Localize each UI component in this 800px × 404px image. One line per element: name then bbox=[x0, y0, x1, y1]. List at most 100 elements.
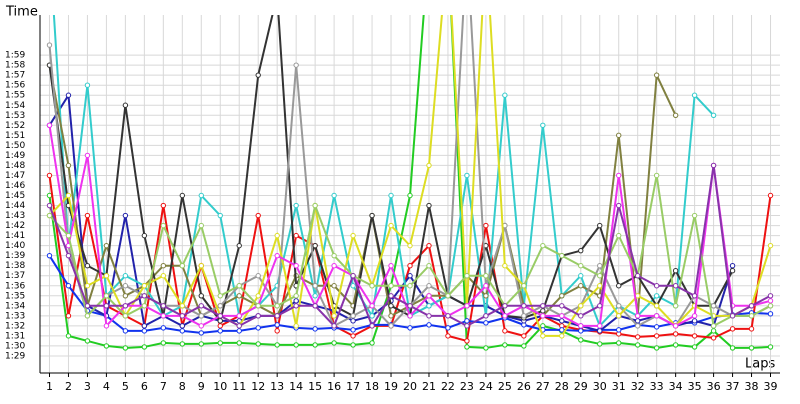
lap-point bbox=[748, 326, 755, 332]
lap-point bbox=[84, 152, 91, 159]
lap-point bbox=[710, 323, 717, 329]
lap-point bbox=[634, 318, 641, 324]
lap-point bbox=[767, 242, 774, 249]
lap-point bbox=[236, 340, 242, 346]
lap-point bbox=[616, 172, 622, 179]
lap-point bbox=[122, 273, 129, 279]
x-tick-label: 18 bbox=[365, 380, 379, 393]
lap-point bbox=[274, 322, 280, 328]
lap-point bbox=[160, 263, 167, 269]
x-tick-label: 25 bbox=[498, 380, 512, 393]
x-tick-label: 17 bbox=[346, 380, 360, 393]
lap-point bbox=[293, 263, 299, 269]
lap-point bbox=[540, 122, 546, 129]
lap-point bbox=[483, 283, 489, 289]
lap-point bbox=[331, 263, 337, 269]
y-tick-label: 1:37 bbox=[5, 271, 25, 281]
y-tick-label: 1:47 bbox=[5, 171, 25, 181]
lap-point bbox=[141, 323, 148, 329]
lap-point bbox=[748, 313, 755, 319]
lap-point bbox=[293, 293, 299, 299]
lap-point bbox=[653, 313, 660, 319]
lap-point bbox=[578, 313, 584, 319]
lap-point bbox=[65, 333, 72, 339]
lap-point bbox=[46, 172, 53, 179]
lap-point bbox=[388, 303, 394, 309]
lap-point bbox=[729, 263, 736, 269]
lap-point bbox=[293, 323, 299, 329]
lap-point bbox=[217, 328, 223, 334]
y-tick-label: 1:29 bbox=[5, 351, 25, 361]
lap-point bbox=[540, 333, 546, 339]
lap-point bbox=[65, 162, 72, 169]
lap-point bbox=[672, 268, 679, 274]
x-tick-label: 10 bbox=[213, 380, 227, 393]
lap-point bbox=[691, 293, 698, 299]
lap-point bbox=[578, 263, 584, 269]
lap-point bbox=[84, 313, 91, 319]
y-tick-label: 1:53 bbox=[5, 111, 25, 121]
lap-point bbox=[540, 303, 546, 309]
lap-point bbox=[672, 323, 679, 329]
lap-point bbox=[672, 342, 679, 348]
lap-point bbox=[559, 333, 565, 339]
lap-point bbox=[179, 303, 186, 309]
x-tick-label: 37 bbox=[726, 380, 740, 393]
x-tick-label: 19 bbox=[384, 380, 398, 393]
lap-point bbox=[597, 283, 603, 289]
lap-point bbox=[502, 342, 508, 348]
lap-point bbox=[464, 318, 470, 324]
lap-point bbox=[312, 303, 318, 309]
lap-point bbox=[729, 268, 736, 274]
lap-point bbox=[464, 323, 470, 329]
lap-point bbox=[502, 92, 508, 98]
x-tick-label: 11 bbox=[232, 380, 246, 393]
x-tick-label: 31 bbox=[612, 380, 626, 393]
x-tick-label: 13 bbox=[270, 380, 284, 393]
lap-point bbox=[350, 318, 356, 324]
y-tick-label: 1:46 bbox=[5, 181, 25, 191]
lap-point bbox=[84, 338, 91, 344]
lap-point bbox=[217, 212, 223, 219]
y-tick-label: 1:42 bbox=[5, 221, 25, 231]
lap-point bbox=[729, 326, 736, 332]
x-tick-label: 2 bbox=[65, 380, 72, 393]
x-tick-label: 9 bbox=[198, 380, 205, 393]
lap-point bbox=[616, 340, 622, 346]
lap-point bbox=[293, 303, 299, 309]
x-tick-label: 38 bbox=[745, 380, 759, 393]
lap-point bbox=[255, 72, 261, 78]
lap-point bbox=[559, 327, 565, 333]
lap-point bbox=[445, 333, 451, 339]
lap-point bbox=[293, 62, 299, 68]
lap-point bbox=[84, 212, 91, 219]
lap-point bbox=[103, 303, 110, 309]
lap-point bbox=[426, 303, 432, 309]
lap-point bbox=[350, 342, 356, 348]
lap-point bbox=[653, 345, 660, 351]
lap-point bbox=[578, 323, 584, 329]
lap-point bbox=[767, 303, 774, 309]
lap-point bbox=[369, 303, 375, 309]
lap-point bbox=[578, 337, 584, 343]
lap-point bbox=[767, 344, 774, 350]
lap-point bbox=[691, 344, 698, 350]
lap-point bbox=[331, 323, 337, 329]
lap-point bbox=[748, 345, 755, 351]
lap-point bbox=[122, 212, 129, 219]
lap-point bbox=[103, 242, 110, 249]
y-tick-label: 1:55 bbox=[5, 91, 25, 101]
y-tick-label: 1:49 bbox=[5, 151, 25, 161]
lap-point bbox=[312, 202, 318, 209]
lap-point bbox=[407, 192, 413, 199]
lap-point bbox=[388, 263, 394, 269]
lap-point bbox=[103, 273, 110, 279]
lap-point bbox=[445, 313, 451, 319]
lap-point bbox=[483, 320, 489, 326]
x-tick-label: 1 bbox=[46, 380, 53, 393]
x-tick-label: 28 bbox=[555, 380, 569, 393]
lap-point bbox=[293, 232, 299, 239]
lap-point bbox=[729, 345, 736, 351]
lap-point bbox=[198, 313, 204, 319]
